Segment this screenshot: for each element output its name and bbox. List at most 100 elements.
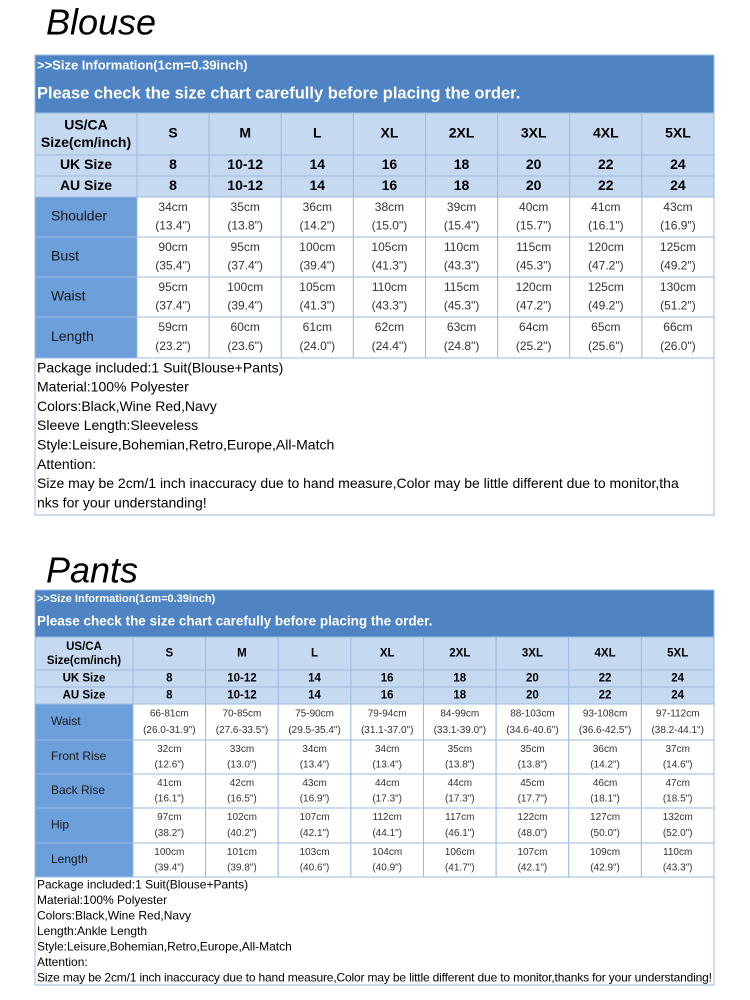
header-cell [34,112,138,156]
measure-value: (17.7") [518,793,548,804]
note-line: nks for your understanding! [37,494,207,510]
measure-cell [495,842,570,878]
measure-cell [568,807,642,844]
measure-cell [569,196,643,238]
measure-cell [425,276,499,318]
notice-line: Please check the size chart carefully be… [37,84,520,102]
note-line: Size may be 2cm/1 inch inaccuracy due to… [37,971,712,985]
measure-value: (17.3") [372,793,402,804]
measure-value: (31.1-37.0") [361,725,413,736]
measure-cell [640,739,715,775]
measure-cell [352,236,426,278]
measure-value: 95cm [231,240,260,254]
measure-value: (33.1-39.0") [434,725,486,736]
measure-value: 34cm [158,200,187,214]
size-value: 10-12 [227,156,263,172]
size-value: 20 [526,177,542,193]
measure-cell [205,773,279,809]
measure-value: 46cm [593,778,617,789]
size-cell [132,636,207,671]
measure-cell [569,236,643,278]
table-frame [34,589,715,986]
measure-value: (42.9") [590,862,620,873]
measure-value: (24.0") [300,339,336,353]
info-line: >>Size Information(1cm=0.39inch) [37,593,216,605]
size-value: 24 [671,690,684,702]
note-line: Material:100% Polyester [37,379,189,395]
measure-cell [277,703,352,741]
size-value: 10-12 [227,177,263,193]
measure-value: 115cm [444,280,479,294]
measure-cell [497,316,571,359]
measure-cell [208,276,282,318]
measure-value: (18.5") [663,793,693,804]
measure-cell [277,739,352,775]
measure-label: Waist [51,714,81,728]
measure-value: 36cm [303,200,332,214]
measure-value: 105cm [299,280,335,294]
measure-value: (42.1") [518,862,548,873]
measure-cell [641,236,715,278]
measure-value: 102cm [227,812,257,823]
size-value: 18 [454,156,470,172]
measure-value: 120cm [588,240,624,254]
note-line: Style:Leisure,Bohemian,Retro,Europe,All-… [37,940,292,954]
measure-cell [350,739,424,775]
measure-value: (14.2") [590,759,620,770]
measure-label: Hip [51,818,69,832]
measure-cell [132,807,207,844]
measure-value: (24.4") [372,339,408,353]
measure-cell [423,739,497,775]
info-band [35,55,714,113]
measure-value: (13.4") [372,759,402,770]
measure-cell [280,316,354,359]
measure-value: (29.5-35.4") [288,725,340,736]
measure-value: (42.1") [300,828,330,839]
measure-cell [425,196,499,238]
measure-value: (26.0-31.9") [143,725,195,736]
row-label: UK Size [60,156,112,172]
measure-value: 75-90cm [295,708,334,719]
size-cell [641,112,715,156]
measure-value: (16.9") [660,218,696,232]
measure-value: (14.2") [300,218,336,232]
table-frame [34,54,715,516]
note-line: Attention: [37,955,88,969]
measure-cell [277,807,352,844]
size-value: 22 [599,673,612,685]
measure-value: 106cm [445,847,475,858]
size-cell [277,636,352,671]
measure-value: (15.4") [444,218,480,232]
size-value: 20 [526,156,542,172]
measure-cell [277,842,352,878]
measure-value: 122cm [517,812,547,823]
measure-value: (12.6") [154,759,184,770]
measure-value: 42cm [230,778,254,789]
size-cell [136,112,210,156]
measure-value: 70-85cm [222,708,261,719]
measure-value: (13.8") [227,218,263,232]
measure-value: 63cm [447,320,476,334]
measure-value: (40.2") [227,828,257,839]
measure-value: (35.4") [155,258,191,272]
measure-value: 97-112cm [656,708,700,719]
measure-value: 35cm [520,744,544,755]
measure-cell [495,807,570,844]
measure-value: (47.2") [588,258,624,272]
measure-value: 65cm [591,320,620,334]
measure-cell [136,316,210,359]
measure-value: (39.4") [227,298,263,312]
measure-cell [640,842,715,878]
measure-cell [352,316,426,359]
row-label: AU Size [63,690,106,702]
measure-value: 127cm [590,812,620,823]
header-label: US/CA [64,116,108,132]
size-label: M [237,648,247,660]
measure-value: 110cm [372,280,407,294]
measure-value: (18.1") [590,793,620,804]
size-label: 5XL [665,125,691,141]
measure-value: 37cm [665,744,689,755]
measure-head [34,316,138,359]
measure-value: 117cm [445,812,474,823]
size-value: 16 [382,156,398,172]
